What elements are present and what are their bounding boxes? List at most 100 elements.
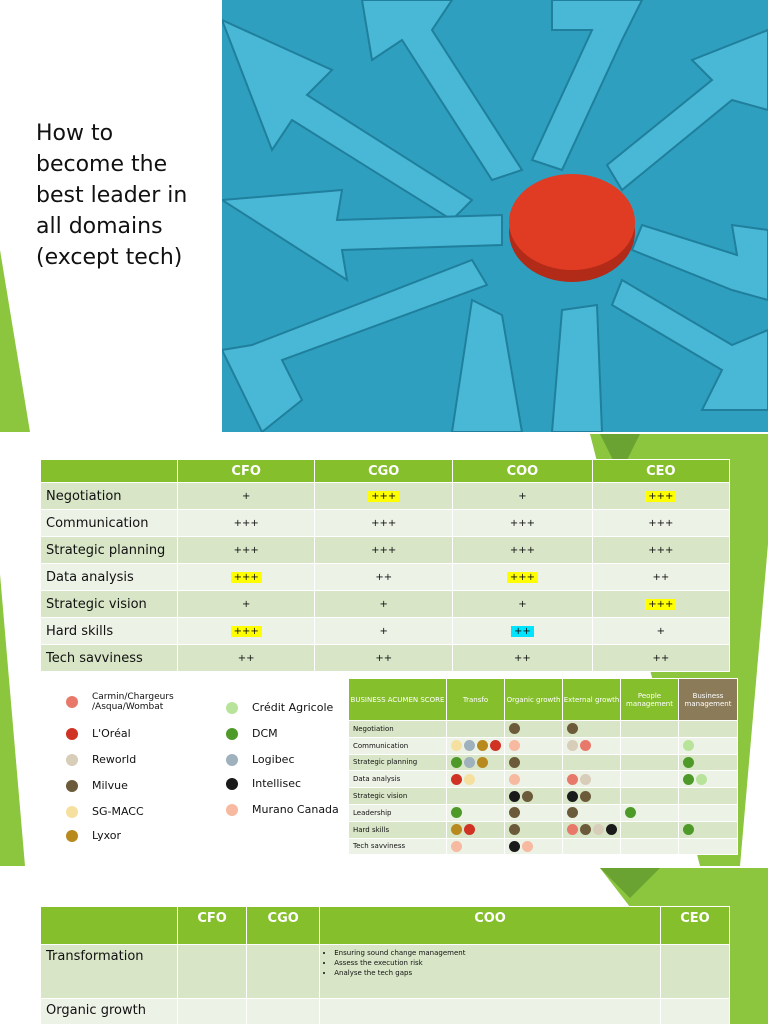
company-dots-cell [620, 837, 679, 856]
title-line: all domains [36, 214, 163, 239]
row-label: Communication [348, 736, 447, 755]
header-cfo: CFO [176, 906, 248, 945]
company-dots-cell [504, 820, 563, 839]
company-dots-cell [620, 770, 679, 789]
rating-cell: +++ [314, 482, 454, 510]
domain-cell [176, 998, 248, 1024]
rating-cell: +++ [176, 617, 316, 645]
rating-cell: +++ [591, 482, 731, 510]
rating-value: ++ [514, 652, 531, 664]
company-dot [696, 773, 707, 785]
table-row: Tech savviness [348, 837, 738, 856]
company-dot [580, 740, 591, 752]
legend-dot [226, 778, 238, 790]
row-label: Tech savviness [40, 644, 178, 672]
title-line: How to [36, 121, 114, 146]
legend-item: Milvue [66, 780, 128, 792]
arrows-converging-image [222, 0, 768, 432]
row-label: Strategic vision [40, 590, 178, 618]
legend-dot [226, 754, 238, 766]
company-dots-cell [446, 736, 505, 755]
header-cgo: CGO [314, 459, 454, 483]
company-dot [509, 790, 520, 802]
header-people-management: People management [620, 678, 679, 721]
rating-cell: +++ [176, 536, 316, 564]
rating-cell: ++ [452, 617, 593, 645]
legend-label: Intellisec [252, 777, 302, 790]
row-label: Hard skills [40, 617, 178, 645]
header-external-growth: External growth [562, 678, 621, 721]
company-dot [683, 740, 694, 752]
company-dots-cell [678, 753, 738, 772]
company-dot [451, 807, 462, 819]
company-dots-cell [562, 820, 621, 839]
company-dots-cell [620, 736, 679, 755]
company-dots-cell [504, 753, 563, 772]
domain-cell [176, 944, 248, 999]
company-dot [509, 807, 520, 819]
company-dot [451, 840, 462, 852]
company-dots-cell [678, 720, 738, 738]
company-dot [451, 740, 462, 752]
company-dots-cell [562, 736, 621, 755]
rating-value: + [518, 598, 527, 610]
company-dots-cell [446, 787, 505, 805]
legend-item: Carmin/Chargeurs /Asqua/Wombat [66, 692, 174, 712]
rating-value: + [241, 490, 251, 502]
legend-item: Crédit Agricole [226, 702, 333, 714]
rating-cell: + [314, 590, 454, 618]
table-row: Communication +++ +++ +++ +++ [40, 509, 731, 537]
company-dot [490, 740, 501, 752]
company-dot [451, 756, 462, 768]
company-dot [522, 840, 533, 852]
company-dot [509, 840, 520, 852]
company-dots-cell [620, 753, 679, 772]
rating-value: ++ [511, 625, 534, 637]
header-cgo: CGO [246, 906, 321, 945]
row-label: Data analysis [40, 563, 178, 591]
rating-value: ++ [375, 652, 393, 664]
table-row: Data analysis [348, 770, 738, 789]
company-dot [509, 773, 520, 785]
company-dots-cell [504, 837, 563, 856]
domain-cell [319, 998, 661, 1024]
rating-cell: + [176, 590, 316, 618]
company-dot [567, 790, 578, 802]
company-dots-cell [504, 787, 563, 805]
rating-value: +++ [371, 517, 397, 529]
company-dot [567, 740, 578, 752]
company-dots-cell [678, 787, 738, 805]
table-row: Tech savviness ++ ++ ++ ++ [40, 644, 731, 672]
company-dots-cell [504, 803, 563, 822]
rating-cell: + [452, 590, 593, 618]
row-label: Tech savviness [348, 837, 447, 856]
company-dots-cell [620, 720, 679, 738]
company-dots-cell [446, 753, 505, 772]
domain-cell: Ensuring sound change managementAssess t… [319, 944, 661, 999]
company-dot [509, 824, 520, 836]
legend-label: Carmin/Chargeurs /Asqua/Wombat [92, 692, 174, 712]
rating-cell: + [591, 617, 731, 645]
company-dots-cell [678, 770, 738, 789]
company-dot [625, 807, 636, 819]
row-label: Strategic vision [348, 787, 447, 805]
row-label: Strategic planning [348, 753, 447, 772]
legend-item: SG-MACC [66, 806, 144, 818]
legend-item: Lyxor [66, 830, 121, 842]
table-row: Hard skills [348, 820, 738, 839]
company-dot [683, 773, 694, 785]
rating-cell: +++ [314, 509, 454, 537]
company-dots-cell [562, 837, 621, 856]
rating-cell: +++ [452, 536, 593, 564]
bullet-item: Analyse the tech gaps [334, 968, 656, 978]
row-label: Negotiation [348, 720, 447, 738]
legend-item: Logibec [226, 754, 295, 766]
rating-value: + [518, 490, 527, 502]
table-row: Transformation Ensuring sound change mana… [40, 944, 731, 999]
domain-cell [659, 944, 731, 999]
rating-value: +++ [371, 544, 397, 556]
rating-cell: + [452, 482, 593, 510]
rating-cell: +++ [591, 590, 731, 618]
company-dot [451, 773, 462, 785]
slide-title: How to become the best leader in all dom… [36, 118, 216, 273]
